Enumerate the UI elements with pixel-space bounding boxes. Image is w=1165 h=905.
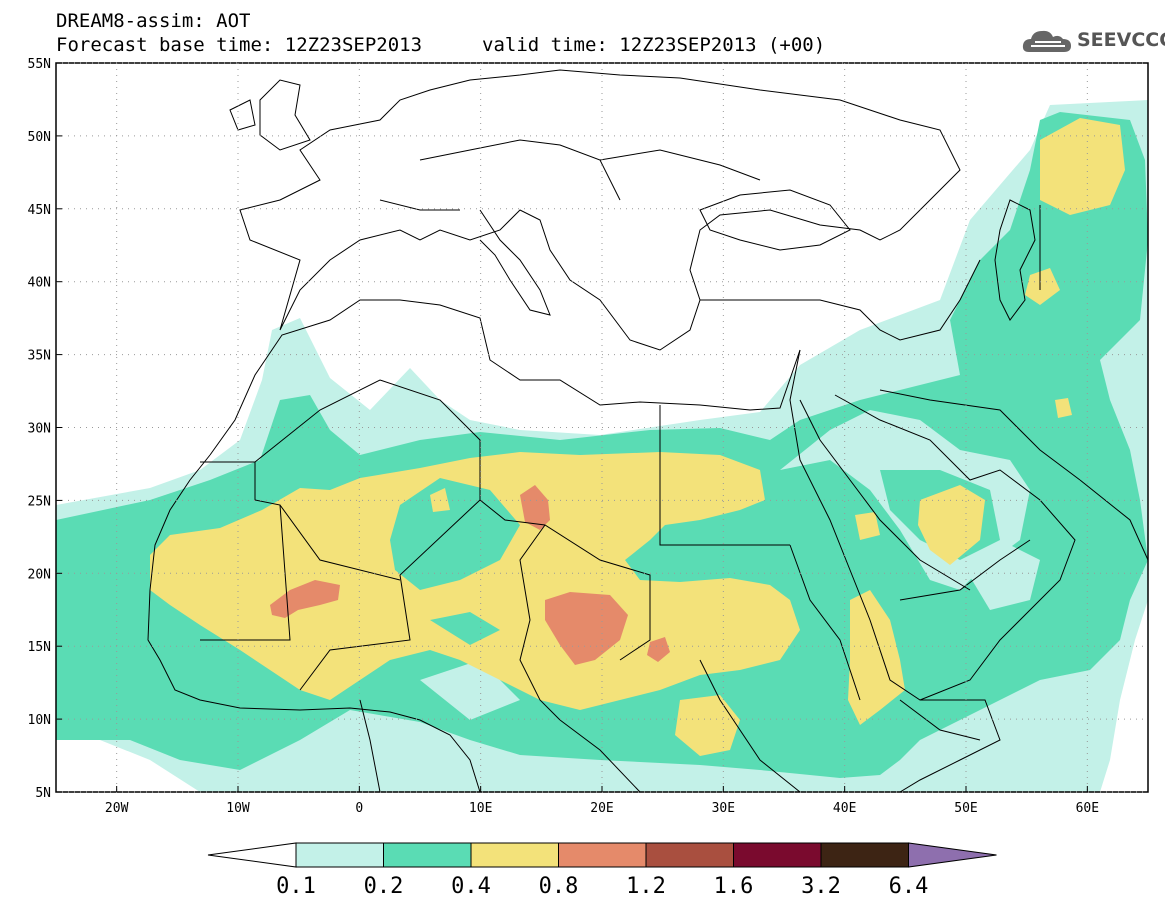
lat-tick-label: 45N [28, 203, 51, 218]
lon-tick-label: 20E [590, 801, 613, 816]
colorbar-segment [558, 842, 647, 868]
cloud-icon [1022, 30, 1071, 52]
lon-tick-label: 40E [833, 801, 856, 816]
lat-tick-label: 40N [28, 276, 51, 291]
axis-labels: 20W 10W 0 10E 20E 30E 40E 50E 60E 55N 50N 45N 40N 35N… [28, 57, 1100, 816]
lat-tick-label: 5N [35, 786, 51, 801]
lat-tick-label: 10N [28, 713, 51, 728]
colorbar: 0.1 0.2 0.4 0.8 1.2 1.6 3.2 6.4 [207, 842, 997, 899]
colorbar-label: 0.1 [276, 874, 316, 899]
colorbar-label: 3.2 [801, 874, 841, 899]
lat-tick-label: 30N [28, 422, 51, 437]
colorbar-under-arrow [207, 842, 297, 868]
lon-tick-label: 20W [105, 801, 129, 816]
colorbar-label: 1.2 [626, 874, 666, 899]
colorbar-label: 0.4 [451, 874, 491, 899]
colorbar-segment [295, 842, 384, 868]
lon-tick-label: 0 [355, 801, 363, 816]
seevccc-logo: SEEVCCC [1021, 24, 1165, 58]
lon-tick-label: 60E [1076, 801, 1099, 816]
lat-tick-label: 25N [28, 494, 51, 509]
colorbar-segment [733, 842, 822, 868]
lat-tick-label: 55N [28, 57, 51, 72]
colorbar-segment [645, 842, 734, 868]
map-title: DREAM8-assim: AOT [56, 10, 251, 32]
lon-tick-label: 50E [954, 801, 977, 816]
colorbar-label: 1.6 [714, 874, 754, 899]
lat-tick-label: 35N [28, 349, 51, 364]
aot-field [56, 100, 1148, 792]
colorbar-label: 6.4 [889, 874, 929, 899]
lat-tick-label: 15N [28, 640, 51, 655]
colorbar-label: 0.2 [364, 874, 404, 899]
coastlines [147, 69, 1148, 792]
colorbar-segment [470, 842, 559, 868]
lat-tick-label: 20N [28, 567, 51, 582]
colorbar-over-arrow [908, 842, 997, 868]
colorbar-label: 0.8 [539, 874, 579, 899]
lon-tick-label: 30E [712, 801, 735, 816]
logo-text: SEEVCCC [1077, 29, 1165, 51]
lon-tick-label: 10E [469, 801, 492, 816]
lon-tick-label: 10W [226, 801, 250, 816]
base-time: Forecast base time: 12Z23SEP2013 [56, 34, 423, 56]
colorbar-segment [383, 842, 472, 868]
lat-tick-label: 50N [28, 130, 51, 145]
colorbar-segment [820, 842, 909, 868]
valid-time: valid time: 12Z23SEP2013 (+00) [482, 34, 826, 56]
